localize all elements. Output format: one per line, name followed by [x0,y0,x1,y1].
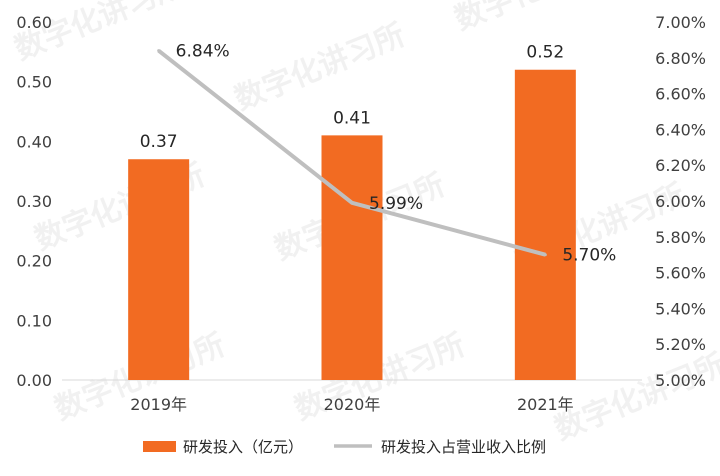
bar-data-label: 0.41 [333,108,371,128]
right-axis-tick-label: 5.00% [655,371,706,390]
legend-label-line: 研发投入占营业收入比例 [381,438,546,456]
right-axis-tick-label: 5.80% [655,228,706,247]
right-axis-tick-label: 5.60% [655,264,706,283]
right-axis-tick-label: 6.40% [655,120,706,139]
right-axis-tick-label: 6.80% [655,49,706,68]
line-data-label: 6.84% [176,42,230,62]
right-axis-tick-label: 6.00% [655,192,706,211]
right-axis-tick-label: 6.20% [655,156,706,175]
left-axis-tick-label: 0.60 [16,13,52,32]
left-axis-tick-label: 0.20 [16,252,52,271]
legend-swatch-bar [143,441,176,452]
left-axis-tick-label: 0.30 [16,192,52,211]
watermark-text: 数字化讲习所 [230,18,410,118]
bar-series [128,69,576,380]
left-axis-tick-label: 0.50 [16,73,52,92]
x-axis-tick-label: 2019年 [130,395,187,414]
x-axis-tick-label: 2021年 [517,395,574,414]
watermark-text: 数字化讲习所 [10,0,190,67]
right-axis-tick-label: 6.60% [655,85,706,104]
watermark-text: 数字化讲习所 [450,0,630,37]
left-axis-tick-label: 0.00 [16,371,52,390]
bar-data-label: 0.37 [140,132,178,152]
left-axis-tick-label: 0.40 [16,132,52,151]
line-data-label: 5.99% [369,194,423,214]
line-data-label: 5.70% [562,246,616,266]
line-point [543,253,547,257]
bar [128,159,190,380]
left-axis-tick-label: 0.10 [16,311,52,330]
line-point [157,49,161,53]
line-series [157,49,547,257]
data-labels: 0.37 0.41 0.52 6.84% 5.99% 5.70% [140,42,617,266]
legend-label-bar: 研发投入（亿元） [183,438,303,456]
axis-layer: 0.00 0.10 0.20 0.30 0.40 0.50 0.60 5.00% 5.20% 5.… [16,13,706,414]
right-axis-tick-label: 5.40% [655,299,706,318]
line-point [350,201,354,205]
bar-data-label: 0.52 [526,43,564,63]
bar [514,69,576,380]
bar [321,135,383,380]
legend: 研发投入（亿元） 研发投入占营业收入比例 [143,438,546,456]
right-axis-tick-label: 5.20% [655,335,706,354]
right-axis-tick-label: 7.00% [655,13,706,32]
x-axis-tick-label: 2020年 [324,395,381,414]
